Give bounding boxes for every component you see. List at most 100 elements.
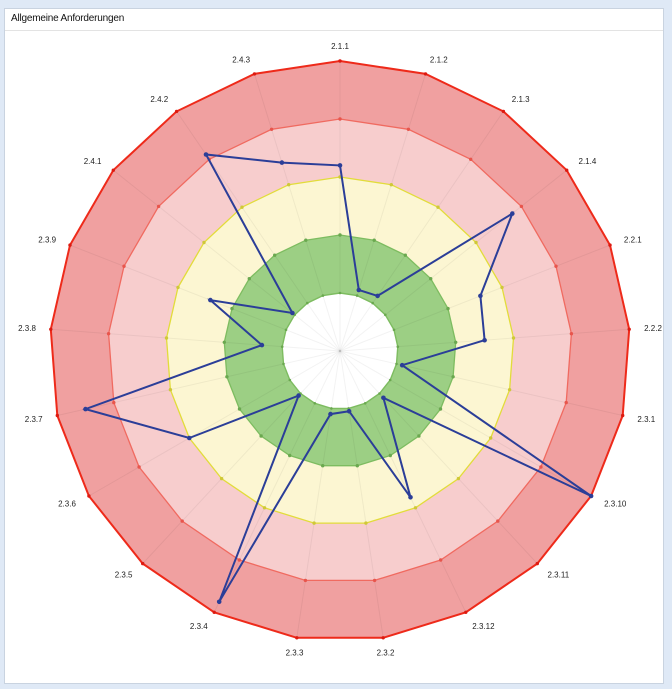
band-vertex-dot bbox=[429, 277, 433, 281]
axis-label-2.3.4: 2.3.4 bbox=[190, 622, 208, 631]
band-vertex-dot bbox=[608, 243, 612, 247]
axis-label-2.3.8: 2.3.8 bbox=[18, 324, 36, 333]
series-point-2.2.2[interactable] bbox=[482, 337, 487, 343]
radar-spoke bbox=[254, 73, 341, 352]
band-vertex-dot bbox=[338, 117, 342, 121]
radar-band-dots bbox=[49, 59, 631, 640]
band-vertex-dot bbox=[252, 72, 257, 76]
band-vertex-dot bbox=[413, 506, 418, 510]
chart-panel: Allgemeine Anforderungen 2.1.1 2.1.2 2.1.3… bbox=[4, 8, 664, 684]
band-vertex-dot bbox=[565, 168, 569, 172]
band-vertex-dot bbox=[519, 204, 524, 209]
band-vertex-dot bbox=[569, 332, 574, 336]
series-point-2.3.9[interactable] bbox=[208, 297, 213, 303]
axis-label-2.3.1: 2.3.1 bbox=[637, 415, 655, 424]
radar-spoke bbox=[176, 111, 341, 352]
series-point-2.3.10[interactable] bbox=[588, 493, 594, 499]
band-vertex-dot bbox=[222, 340, 226, 344]
band-vertex-dot bbox=[137, 465, 141, 469]
band-vertex-dot bbox=[621, 413, 625, 418]
series-point-2.3.4[interactable] bbox=[216, 599, 222, 605]
radar-spoke bbox=[50, 328, 341, 352]
series-point-2.1.2[interactable] bbox=[356, 287, 362, 293]
band-vertex-dot bbox=[372, 578, 377, 583]
series-point-2.2.1[interactable] bbox=[478, 293, 483, 299]
series-point-2.3.5[interactable] bbox=[296, 393, 301, 398]
band-vertex-dot bbox=[306, 301, 309, 305]
axis-label-2.3.2: 2.3.2 bbox=[377, 649, 395, 658]
band-vertex-dot bbox=[363, 402, 367, 405]
series-point-2.1.1[interactable] bbox=[337, 163, 343, 168]
axis-label-2.3.9: 2.3.9 bbox=[38, 236, 56, 245]
band-vertex-dot bbox=[396, 345, 400, 349]
axis-label-2.1.3: 2.1.3 bbox=[512, 95, 530, 104]
radar-spoke bbox=[339, 73, 426, 352]
series-point-2.3.12[interactable] bbox=[408, 495, 413, 500]
series-point-2.1.4[interactable] bbox=[510, 211, 515, 216]
band-vertex-dot bbox=[436, 205, 440, 209]
axis-label-2.4.3: 2.4.3 bbox=[232, 56, 250, 65]
axis-label-2.2.1: 2.2.1 bbox=[624, 236, 642, 245]
band-vertex-dot bbox=[106, 332, 111, 336]
band-vertex-dot bbox=[464, 610, 468, 614]
band-vertex-dot bbox=[539, 465, 543, 469]
band-vertex-dot bbox=[388, 453, 392, 458]
series-point-2.4.1[interactable] bbox=[290, 310, 295, 316]
radar-spoke bbox=[296, 350, 341, 638]
band-vertex-dot bbox=[321, 464, 325, 468]
band-vertex-dot bbox=[288, 378, 292, 382]
band-vertex-dot bbox=[627, 327, 631, 331]
band-vertex-dot bbox=[378, 392, 381, 395]
series-point-2.1.3[interactable] bbox=[375, 293, 380, 299]
band-vertex-dot bbox=[176, 285, 180, 290]
radar-axis-labels: 2.1.1 2.1.2 2.1.3 2.1.4 2.2.1 2.2.2 2.3.1 2.3.1… bbox=[18, 42, 662, 658]
series-point-2.3.1[interactable] bbox=[399, 362, 405, 368]
radar-spoke bbox=[339, 111, 504, 352]
axis-label-2.3.10: 2.3.10 bbox=[604, 500, 627, 509]
axis-label-2.3.7: 2.3.7 bbox=[25, 415, 43, 424]
series-point-2.4.3[interactable] bbox=[279, 160, 285, 165]
series-point-2.3.11[interactable] bbox=[381, 395, 386, 401]
series-point-2.4.2[interactable] bbox=[203, 152, 209, 157]
band-vertex-dot bbox=[304, 238, 308, 242]
series-point-2.3.7[interactable] bbox=[83, 406, 88, 412]
radar-spoke bbox=[69, 244, 341, 352]
band-vertex-dot bbox=[456, 476, 461, 481]
band-vertex-dot bbox=[423, 72, 428, 76]
band-vertex-dot bbox=[501, 109, 506, 114]
band-vertex-dot bbox=[338, 291, 342, 295]
series-point-2.3.3[interactable] bbox=[328, 411, 333, 417]
band-vertex-dot bbox=[321, 294, 325, 297]
radar-spoke bbox=[88, 350, 341, 497]
series-point-2.3.8[interactable] bbox=[259, 342, 265, 348]
band-vertex-dot bbox=[168, 388, 173, 392]
series-line bbox=[82, 153, 592, 603]
band-vertex-dot bbox=[141, 561, 145, 566]
axis-label-2.1.1: 2.1.1 bbox=[331, 42, 349, 51]
radar-spoke bbox=[112, 169, 341, 352]
band-vertex-dot bbox=[230, 306, 234, 311]
radar-spoke bbox=[142, 350, 341, 564]
band-vertex-dot bbox=[55, 413, 59, 418]
series-point-2.3.2[interactable] bbox=[346, 408, 352, 414]
band-vertex-dot bbox=[451, 375, 455, 379]
band-vertex-dot bbox=[164, 336, 169, 340]
band-vertex-dot bbox=[388, 378, 392, 382]
band-vertex-dot bbox=[237, 407, 242, 411]
band-vertex-dot bbox=[469, 157, 473, 161]
radar-chart: 2.1.1 2.1.2 2.1.3 2.1.4 2.2.1 2.2.2 2.3.1 2.3.1… bbox=[18, 42, 662, 658]
radar-spoke bbox=[339, 350, 467, 613]
axis-label-2.3.11: 2.3.11 bbox=[548, 571, 570, 580]
band-vertex-dot bbox=[406, 127, 411, 131]
band-vertex-dot bbox=[312, 521, 316, 525]
series-point-2.3.6[interactable] bbox=[187, 435, 192, 441]
band-vertex-dot bbox=[403, 253, 407, 257]
band-vertex-dot bbox=[446, 306, 450, 311]
band-vertex-dot bbox=[284, 328, 288, 332]
band-vertex-dot bbox=[389, 183, 393, 187]
band-vertex-dot bbox=[247, 277, 251, 281]
axis-label-2.3.3: 2.3.3 bbox=[286, 649, 304, 658]
band-vertex-dot bbox=[372, 238, 376, 242]
band-vertex-dot bbox=[156, 204, 161, 209]
radar-bands bbox=[49, 59, 631, 639]
